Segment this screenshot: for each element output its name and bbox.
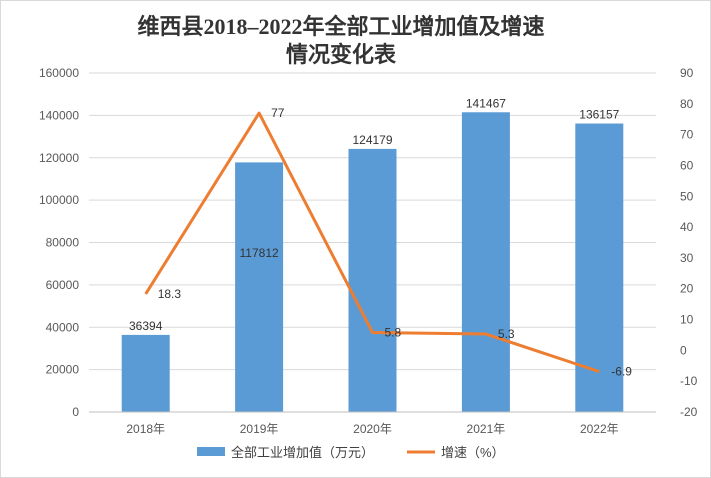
bar	[461, 112, 510, 413]
right-tick-label: 20	[680, 282, 694, 296]
x-axis: 2018年 2019年 2020年 2021年 2022年	[89, 411, 656, 436]
x-tick-label: 2022年	[580, 422, 619, 436]
data-labels: 36394 117812 124179 141467 136157 18.3 77 5.8 5.…	[129, 96, 632, 378]
line-data-label: 18.3	[158, 287, 182, 301]
growth-line	[144, 111, 600, 374]
bar-data-label: 136157	[579, 108, 619, 122]
x-tick-label: 2021年	[467, 422, 506, 436]
right-tick-label: 0	[680, 343, 687, 357]
line-series	[144, 111, 600, 374]
bar	[235, 162, 284, 412]
bar	[348, 148, 397, 412]
line-data-label: 77	[271, 106, 285, 120]
left-tick-label: 80000	[46, 236, 80, 250]
left-tick-label: 20000	[46, 363, 80, 377]
bar-series	[121, 112, 624, 413]
right-tick-label: -20	[680, 405, 698, 419]
left-tick-label: 140000	[39, 108, 79, 122]
right-tick-label: 30	[680, 251, 694, 265]
x-tick-label: 2018年	[126, 422, 165, 436]
left-tick-label: 40000	[46, 320, 80, 334]
bar-data-label: 36394	[129, 319, 163, 333]
legend: 全部工业增加值（万元） 增速（%）	[197, 445, 505, 460]
bar-data-label: 117812	[240, 246, 279, 260]
x-tick-label: 2019年	[240, 422, 279, 436]
left-tick-label: 0	[72, 405, 79, 419]
left-tick-label: 120000	[39, 151, 79, 165]
left-tick-label: 100000	[39, 193, 79, 207]
left-tick-label: 60000	[46, 278, 80, 292]
line-data-label: 5.8	[385, 325, 402, 339]
left-tick-label: 160000	[39, 66, 79, 80]
right-tick-label: 80	[680, 97, 694, 111]
legend-label-bar: 全部工业增加值（万元）	[231, 445, 374, 460]
bar	[121, 334, 170, 412]
left-y-axis: 0 20000 40000 60000 80000 100000 120000 140000 1…	[39, 66, 79, 419]
legend-swatch-bar	[197, 447, 225, 456]
line-data-label: -6.9	[611, 365, 632, 379]
right-y-axis: -20 -10 0 10 20 30 40 50 60 70 80 90	[680, 66, 698, 419]
right-tick-label: 90	[680, 66, 694, 80]
right-tick-label: 10	[680, 313, 694, 327]
right-tick-label: 50	[680, 189, 694, 203]
right-tick-label: -10	[680, 374, 698, 388]
right-tick-label: 60	[680, 158, 694, 172]
line-data-label: 5.3	[498, 327, 515, 341]
chart-title-line-2: 情况变化表	[286, 42, 397, 67]
chart-title-line-1: 维西县2018–2022年全部工业增加值及增速	[137, 14, 544, 39]
bar-data-label: 124179	[352, 133, 392, 147]
legend-label-line: 增速（%）	[441, 445, 505, 460]
x-tick-label: 2020年	[353, 422, 392, 436]
right-tick-label: 70	[680, 128, 694, 142]
right-tick-label: 40	[680, 220, 694, 234]
bar-data-label: 141467	[466, 96, 506, 110]
bar	[575, 123, 624, 412]
